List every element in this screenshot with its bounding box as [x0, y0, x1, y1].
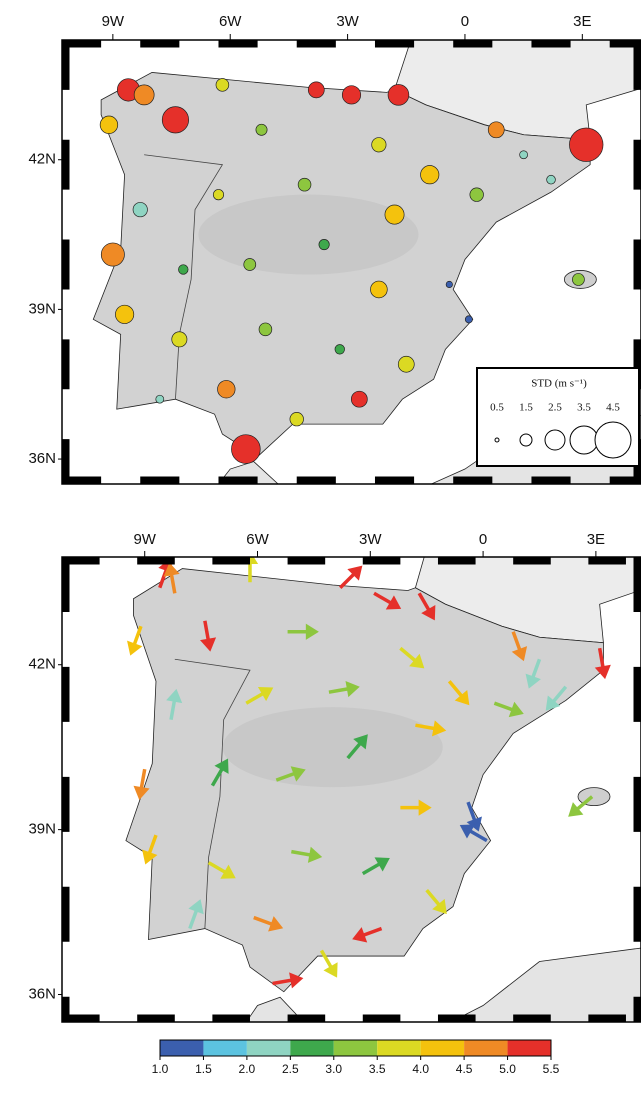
legend-circle [570, 426, 598, 454]
lon-tick-label: 6W [246, 531, 269, 548]
lon-tick-label: 6W [219, 13, 242, 30]
lat-tick-label: 36N [28, 450, 56, 467]
station-circle [351, 391, 367, 407]
station-circle [244, 258, 256, 270]
colorbar-segment [247, 1040, 290, 1056]
station-circle [256, 124, 267, 135]
station-circle [342, 86, 360, 104]
station-circle [398, 356, 414, 372]
legend-size-label: 1.5 [519, 402, 533, 414]
station-circle [520, 151, 528, 159]
station-arrow [136, 769, 146, 797]
station-circle [100, 116, 118, 134]
legend-size-label: 4.5 [606, 402, 620, 414]
colorbar-tick-label: 2.0 [239, 1062, 256, 1076]
colorbar-segment [290, 1040, 333, 1056]
station-circle [134, 85, 154, 105]
lat-tick-label: 42N [28, 151, 56, 168]
lon-tick-label: 3E [587, 531, 605, 548]
station-circle [388, 84, 409, 105]
lat-tick-label: 42N [28, 656, 56, 673]
colorbar-tick-label: 3.5 [369, 1062, 386, 1076]
colorbar-tick-label: 1.5 [195, 1062, 212, 1076]
station-circle [547, 175, 556, 184]
station-circle [218, 380, 236, 398]
lon-tick-label: 9W [133, 531, 156, 548]
station-circle [385, 205, 404, 224]
station-circle [101, 243, 124, 266]
colorbar-segment [377, 1040, 420, 1056]
colorbar-segment [334, 1040, 377, 1056]
station-circle [115, 305, 133, 323]
station-circle [298, 178, 311, 191]
legend-size-label: 0.5 [490, 402, 504, 414]
colorbar-tick-label: 5.0 [499, 1062, 516, 1076]
station-circle [216, 78, 229, 91]
lat-tick-label: 36N [28, 985, 56, 1002]
lon-tick-label: 9W [102, 13, 125, 30]
lon-tick-label: 3W [336, 13, 359, 30]
station-circle [156, 395, 164, 403]
lon-tick-label: 3E [573, 13, 591, 30]
station-circle [231, 435, 260, 464]
lon-tick-label: 0 [479, 531, 487, 548]
station-circle [133, 202, 147, 216]
colorbar-tick-label: 5.5 [543, 1062, 560, 1076]
station-circle [308, 82, 324, 98]
colorbar-tick-label: 3.0 [325, 1062, 342, 1076]
legend-title: STD (m s⁻¹) [531, 378, 587, 390]
lon-tick-label: 0 [461, 13, 469, 30]
legend-circle [595, 422, 631, 458]
colorbar-tick-label: 2.5 [282, 1062, 299, 1076]
station-circle [319, 239, 329, 249]
station-circle [335, 345, 345, 355]
lat-tick-label: 39N [28, 821, 56, 838]
station-circle [569, 128, 603, 162]
colorbar-tick-label: 4.0 [412, 1062, 429, 1076]
colorbar-segment [508, 1040, 551, 1056]
station-circle [162, 107, 188, 133]
station-circle [372, 138, 386, 152]
colorbar-segment [203, 1040, 246, 1056]
station-circle [172, 332, 187, 347]
legend-circle [495, 438, 499, 442]
lon-tick-label: 3W [359, 531, 382, 548]
station-circle [370, 281, 387, 298]
meseta-shade [198, 195, 418, 275]
colorbar-tick-label: 1.0 [152, 1062, 169, 1076]
lat-tick-label: 39N [28, 300, 56, 317]
meseta-shade [223, 707, 443, 787]
colorbar-segment [160, 1040, 203, 1056]
colorbar-tick-label: 4.5 [456, 1062, 473, 1076]
station-circle [259, 323, 272, 336]
station-circle [465, 316, 472, 323]
station-circle [446, 281, 452, 287]
station-circle [290, 412, 304, 426]
station-circle [421, 165, 439, 183]
legend-size-label: 2.5 [548, 402, 562, 414]
colorbar-segment [421, 1040, 464, 1056]
station-arrow [129, 626, 141, 652]
station-circle [213, 189, 223, 199]
map-area [126, 522, 641, 1050]
legend-circle [545, 430, 565, 450]
station-arrow [340, 568, 360, 588]
legend-circle [520, 434, 532, 446]
station-circle [488, 122, 504, 138]
legend-size-label: 3.5 [577, 402, 591, 414]
station-circle [572, 273, 584, 285]
station-circle [178, 265, 188, 275]
colorbar-segment [464, 1040, 507, 1056]
station-circle [470, 188, 484, 202]
figure: 9W 6W 3W 0 3E 42N 39N 36N STD (m s⁻¹) 0.5 1.5 2.5 3.… [0, 0, 641, 1097]
